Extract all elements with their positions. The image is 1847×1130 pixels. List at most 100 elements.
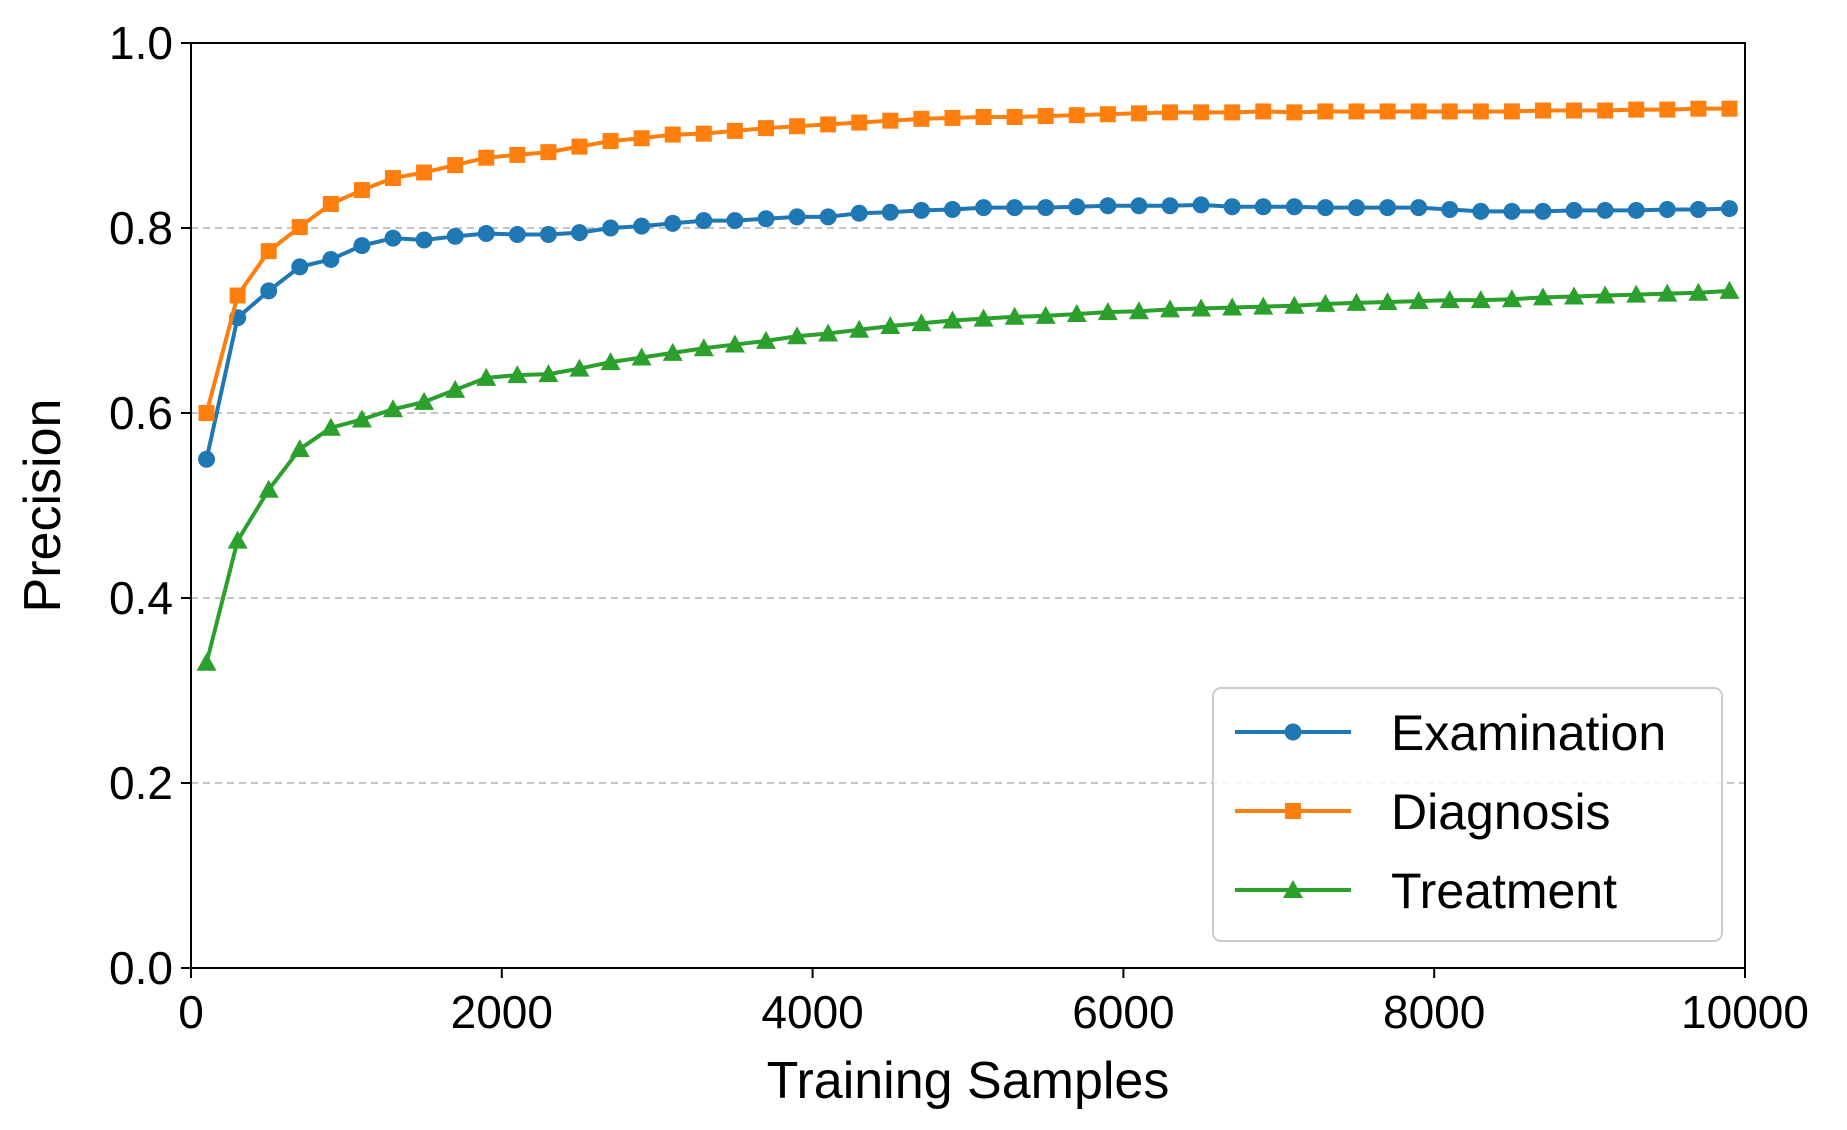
data-point-diagnosis-21 — [851, 114, 868, 131]
data-point-examination-26 — [1006, 199, 1024, 217]
data-point-treatment-10 — [507, 365, 528, 384]
data-point-examination-31 — [1161, 197, 1179, 215]
data-point-treatment-45 — [1595, 285, 1616, 304]
data-point-diagnosis-31 — [1162, 104, 1179, 121]
data-point-treatment-11 — [538, 364, 559, 383]
x-tick-label-5: 10000 — [1681, 986, 1809, 1038]
data-point-diagnosis-11 — [540, 144, 557, 161]
data-point-diagnosis-32 — [1193, 104, 1210, 121]
data-point-diagnosis-36 — [1317, 103, 1334, 120]
data-point-examination-24 — [943, 201, 961, 218]
legend-box — [1212, 687, 1723, 942]
data-point-treatment-5 — [351, 409, 372, 428]
data-point-treatment-47 — [1657, 283, 1678, 302]
data-point-diagnosis-7 — [416, 164, 433, 181]
data-point-treatment-17 — [724, 334, 745, 353]
data-point-treatment-42 — [1501, 289, 1522, 308]
data-point-treatment-9 — [476, 367, 497, 386]
data-point-diagnosis-39 — [1410, 103, 1427, 120]
data-point-treatment-40 — [1439, 290, 1460, 309]
data-point-examination-25 — [975, 199, 993, 217]
series-line-treatment — [204, 288, 1732, 665]
data-point-treatment-31 — [1160, 299, 1181, 318]
data-point-treatment-3 — [289, 439, 310, 458]
data-point-diagnosis-17 — [726, 122, 743, 139]
legend-item-treatment: Treatment — [1235, 863, 1617, 919]
data-point-examination-11 — [539, 225, 557, 243]
data-point-treatment-35 — [1284, 295, 1305, 314]
data-point-diagnosis-49 — [1721, 100, 1738, 117]
data-point-diagnosis-43 — [1534, 102, 1551, 119]
data-point-diagnosis-5 — [353, 182, 370, 199]
data-point-diagnosis-23 — [913, 110, 930, 127]
data-point-examination-28 — [1068, 198, 1086, 216]
y-axis-label: Precision — [14, 399, 72, 613]
data-point-diagnosis-26 — [1006, 109, 1023, 125]
data-point-diagnosis-0 — [198, 405, 215, 421]
axes: 0.0 0.2 0.4 0.6 0.8 1.0 0 2000 4000 6000 8000 10000 — [109, 17, 1809, 1038]
data-point-examination-29 — [1099, 197, 1117, 215]
data-point-examination-13 — [602, 219, 620, 237]
data-point-treatment-4 — [320, 417, 341, 436]
y-tick-label-0: 0.0 — [109, 942, 173, 994]
data-point-diagnosis-35 — [1286, 104, 1303, 121]
data-point-treatment-44 — [1564, 286, 1585, 305]
data-point-diagnosis-8 — [447, 157, 464, 174]
data-point-diagnosis-6 — [385, 170, 402, 187]
data-point-diagnosis-10 — [509, 146, 526, 163]
data-point-treatment-48 — [1688, 282, 1709, 301]
data-point-treatment-6 — [383, 399, 404, 418]
data-point-diagnosis-28 — [1068, 107, 1085, 124]
data-point-examination-3 — [291, 258, 309, 276]
data-point-examination-17 — [726, 212, 744, 230]
data-point-examination-21 — [850, 204, 868, 222]
data-point-treatment-38 — [1377, 292, 1398, 310]
data-point-examination-41 — [1472, 202, 1490, 220]
data-point-treatment-46 — [1626, 284, 1647, 303]
data-point-treatment-30 — [1128, 301, 1149, 320]
data-point-treatment-12 — [569, 358, 590, 377]
data-point-diagnosis-42 — [1503, 103, 1520, 120]
legend: Examination Diagnosis Treatment — [1212, 687, 1723, 942]
data-point-diagnosis-46 — [1628, 101, 1645, 118]
series-treatment — [196, 280, 1740, 671]
data-point-examination-8 — [446, 227, 464, 245]
series-layer — [196, 100, 1740, 671]
data-point-examination-22 — [881, 203, 899, 221]
data-point-examination-43 — [1534, 202, 1552, 220]
data-point-examination-19 — [788, 208, 806, 226]
data-point-treatment-1 — [227, 530, 248, 549]
data-point-treatment-24 — [942, 310, 963, 329]
data-point-treatment-21 — [849, 319, 870, 338]
legend-label-examination: Examination — [1391, 705, 1666, 761]
data-point-examination-48 — [1689, 201, 1707, 218]
data-point-treatment-43 — [1532, 287, 1553, 306]
x-tick-label-1: 2000 — [451, 986, 553, 1038]
y-tick-label-5: 1.0 — [109, 17, 173, 69]
data-point-examination-30 — [1130, 197, 1148, 215]
data-point-examination-27 — [1037, 199, 1055, 217]
data-point-treatment-20 — [818, 323, 839, 342]
series-line-examination — [204, 202, 1732, 462]
data-point-examination-16 — [695, 212, 713, 230]
data-point-examination-34 — [1254, 198, 1272, 216]
data-point-examination-42 — [1503, 202, 1521, 220]
y-gridlines — [191, 227, 1745, 784]
legend-label-diagnosis: Diagnosis — [1391, 784, 1611, 840]
data-point-examination-46 — [1627, 201, 1645, 219]
data-point-diagnosis-19 — [789, 118, 806, 135]
data-point-examination-36 — [1316, 199, 1334, 217]
data-point-diagnosis-34 — [1255, 103, 1272, 120]
data-point-treatment-19 — [787, 326, 808, 345]
data-point-diagnosis-37 — [1348, 103, 1365, 120]
data-point-examination-18 — [757, 210, 775, 228]
data-point-diagnosis-20 — [820, 116, 837, 133]
data-point-treatment-36 — [1315, 293, 1336, 312]
data-point-diagnosis-40 — [1441, 103, 1458, 120]
data-point-diagnosis-22 — [882, 112, 899, 129]
data-point-examination-38 — [1379, 199, 1397, 217]
data-point-treatment-23 — [911, 313, 932, 332]
x-tick-label-2: 4000 — [761, 986, 863, 1038]
data-point-examination-20 — [819, 208, 837, 226]
y-tick-label-2: 0.4 — [109, 572, 173, 624]
